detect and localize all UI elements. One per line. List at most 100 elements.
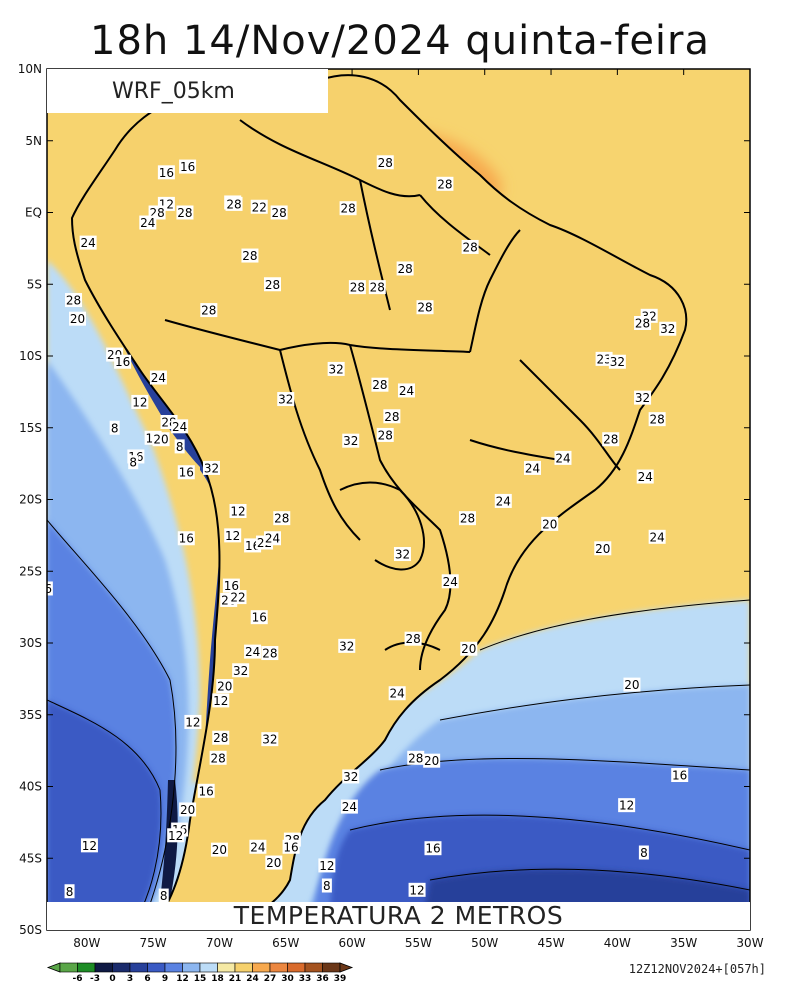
latitude-axis: 10N 5N EQ 5S 10S 15S 20S 25S 30S 35S 40S 45S 50S	[18, 62, 750, 937]
contour-label-bg	[184, 714, 202, 729]
contour-label-text: 24	[399, 384, 414, 398]
colorbar-swatch	[234, 962, 253, 973]
contour-label: 32	[634, 390, 652, 405]
contour-label: 20	[623, 677, 641, 692]
contour-label-text: 28	[262, 647, 277, 661]
contour-label: 24	[523, 460, 541, 475]
contour-label: 28	[376, 155, 394, 170]
contour-label: 16	[177, 465, 195, 480]
contour-label: 20	[265, 855, 283, 870]
colorbar-swatch	[199, 962, 218, 973]
contour-label-bg	[348, 280, 366, 295]
contour-label: 20	[152, 432, 170, 447]
contour-label-text: 12	[319, 859, 334, 873]
contour-label-text: 28	[271, 206, 286, 220]
contour-label-text: 28	[384, 410, 399, 424]
contour-label: 20	[210, 842, 228, 857]
lat-label: 15S	[19, 421, 42, 435]
contour-label-bg	[388, 686, 406, 701]
lat-label: 5N	[25, 134, 42, 148]
contour-label: 16	[177, 531, 195, 546]
contour-label-text: 16	[37, 582, 52, 596]
contour-label-bg	[225, 196, 243, 211]
contour-label: 16	[114, 354, 132, 369]
lon-label: 50W	[471, 936, 498, 950]
contour-label-bg	[554, 450, 572, 465]
contour-label-bg	[224, 528, 242, 543]
contour-label: 24	[340, 799, 358, 814]
contour-label: 24	[441, 574, 459, 589]
lat-label: 45S	[19, 851, 42, 865]
contour-label: 32	[342, 769, 360, 784]
contour-label: 8	[64, 884, 75, 899]
contour-label-bg	[461, 239, 479, 254]
contour-label: 28	[416, 300, 434, 315]
contour-label-text: 24	[342, 800, 357, 814]
contour-label: 16	[197, 783, 215, 798]
contour-label: 24	[388, 686, 406, 701]
contour-label-bg	[671, 768, 689, 783]
contour-label-text: 32	[329, 362, 344, 376]
contour-label: 20	[216, 679, 234, 694]
contour-label: 22	[250, 199, 268, 214]
lat-label: EQ	[25, 206, 42, 220]
contour-label-text: 12	[132, 395, 147, 409]
contour-label: 28	[396, 261, 414, 276]
contour-label-text: 22	[230, 591, 245, 605]
colorbar-tick-label: 39	[334, 974, 347, 984]
colorbar-tick-label: -6	[73, 974, 83, 984]
contour-label-text: 28	[340, 202, 355, 216]
contour-label-bg	[404, 631, 422, 646]
contour-label: 28	[176, 205, 194, 220]
contour-label-bg	[371, 377, 389, 392]
contour-label-bg	[541, 516, 559, 531]
contour-label: 12	[229, 503, 247, 518]
colorbar-tick-label: 6	[144, 974, 150, 984]
contour-label-text: 24	[140, 216, 155, 230]
contour-label-bg	[179, 802, 197, 817]
contour-label-bg	[171, 419, 189, 434]
model-label: WRF_05km	[47, 69, 328, 113]
contour-label-bg	[648, 529, 666, 544]
lat-label: 40S	[19, 780, 42, 794]
contour-label-text: 20	[624, 678, 639, 692]
contour-label: 20	[69, 311, 87, 326]
contour-label: 32	[261, 732, 279, 747]
contour-label-text: 32	[660, 322, 675, 336]
colorbar-swatch	[182, 962, 201, 973]
contour-label-bg	[327, 361, 345, 376]
contour-label-bg	[222, 578, 240, 593]
colorbar-tick-label: 33	[299, 974, 312, 984]
contour-label: 28	[368, 280, 386, 295]
contour-label-bg	[594, 541, 612, 556]
colorbar-swatch	[217, 962, 236, 973]
contour-label: 12	[80, 838, 98, 853]
colorbar-swatch	[322, 962, 341, 973]
contour-label-bg	[65, 293, 83, 308]
contour-label-bg	[114, 354, 132, 369]
contour-label-text: 20	[542, 517, 557, 531]
contour-label: 28	[241, 248, 259, 263]
contour-label-bg	[273, 511, 291, 526]
contour-label-text: 24	[443, 575, 458, 589]
contour-label-bg	[210, 842, 228, 857]
contour-label-text: 12	[168, 829, 183, 843]
colorbar-tick-label: 21	[229, 974, 242, 984]
colorbar-swatch	[287, 962, 306, 973]
colorbar-left-arrow	[46, 962, 61, 973]
contour-label: 24	[149, 370, 167, 385]
contour-label-bg	[109, 420, 120, 435]
contour-label-bg	[250, 610, 268, 625]
contour-label-text: 16	[425, 842, 440, 856]
contour-label-text: 28	[66, 294, 81, 308]
contour-label: 20	[423, 753, 441, 768]
contour-label: 23	[595, 351, 613, 366]
contour-label-text: 12	[230, 504, 245, 518]
contour-label-bg	[458, 511, 476, 526]
contour-label-text: 32	[233, 664, 248, 678]
contour-label: 32	[277, 392, 295, 407]
contour-label: 32	[659, 321, 677, 336]
contour-label-text: 20	[266, 856, 281, 870]
map-field: 2828161620282228122824282828242828282828…	[37, 69, 750, 930]
contour-label-text: 16	[283, 840, 298, 854]
